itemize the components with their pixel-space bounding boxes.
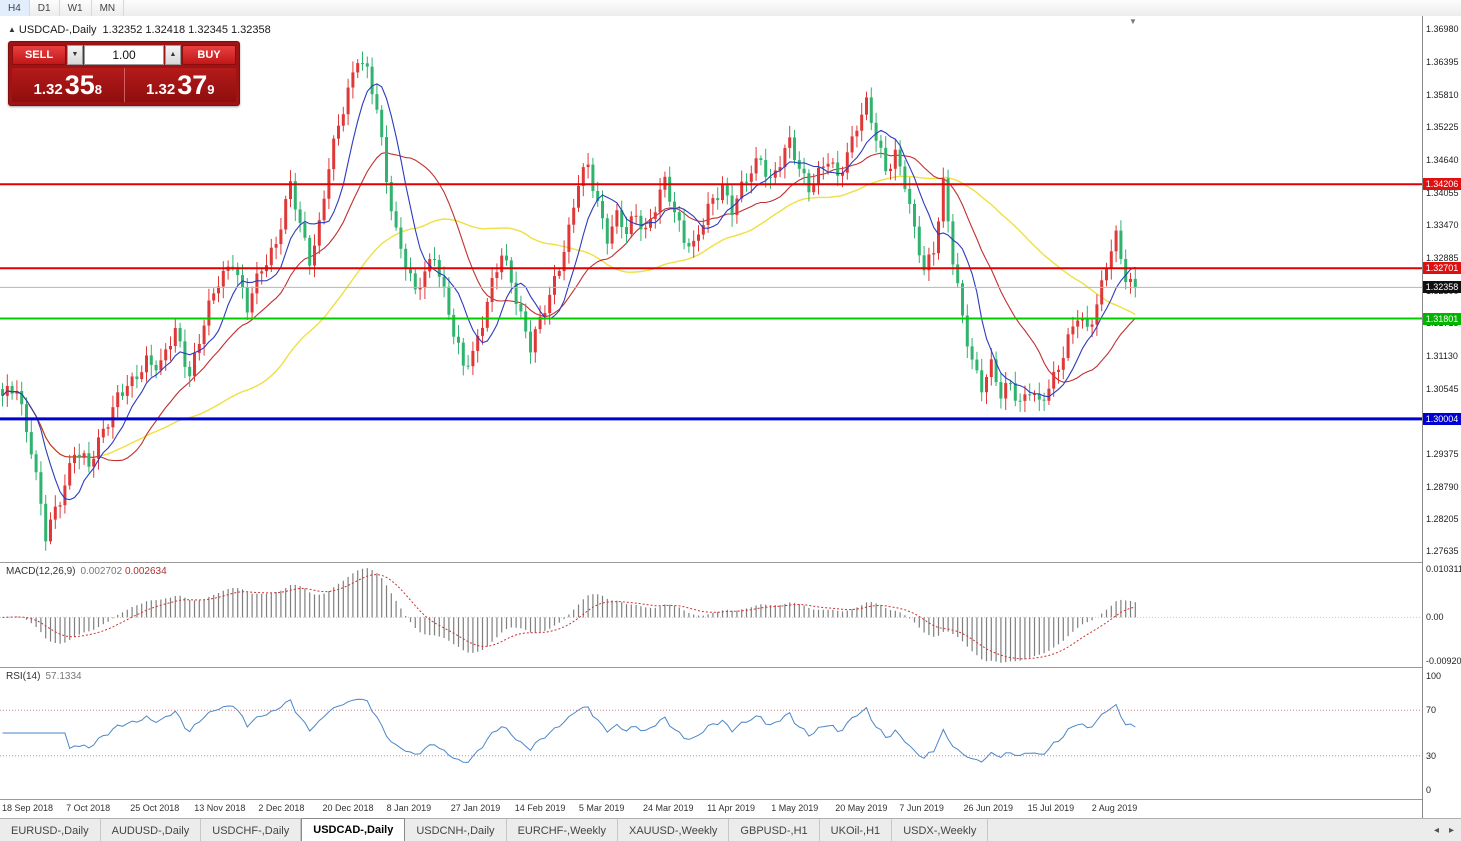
price-tag: 1.31801 (1423, 312, 1461, 325)
date-label: 13 Nov 2018 (194, 803, 246, 813)
date-label: 7 Jun 2019 (899, 803, 944, 813)
rsi-chart-canvas[interactable] (0, 668, 1422, 798)
date-label: 2 Aug 2019 (1091, 803, 1138, 813)
price-label: 1.35225 (1426, 122, 1459, 133)
price-label: 1.34055 (1426, 187, 1459, 198)
price-axis: 1.36980 1.36395 1.35810 1.35225 1.34640 1.340… (1422, 16, 1461, 818)
tab-scroll-left-icon[interactable]: ◂ (1433, 825, 1439, 836)
price-label: 1.35810 (1426, 89, 1459, 100)
pane-separator[interactable] (0, 562, 1461, 563)
sell-button[interactable]: SELL (12, 45, 66, 65)
price-label: 1.33470 (1426, 220, 1459, 231)
buy-button[interactable]: BUY (182, 45, 236, 65)
timeframe-toolbar: H4 D1 W1 MN (0, 0, 1461, 17)
price-label: 70 (1426, 705, 1437, 716)
tab-scroll-controls: ◂ ▸ (1431, 819, 1461, 841)
buy-price-pips: 37 (177, 70, 208, 100)
buy-price-big: 1.32 (146, 81, 176, 98)
price-label: 1.34640 (1426, 155, 1459, 166)
sell-price-pips: 35 (64, 70, 95, 100)
macd-main-value: 0.002702 (80, 566, 123, 577)
date-label: 2 Dec 2018 (258, 803, 305, 813)
date-label: 7 Oct 2018 (66, 803, 111, 813)
date-label: 25 Oct 2018 (130, 803, 180, 813)
trade-panel-prices: 1.32 35 8 1.32 37 9 (12, 68, 236, 102)
price-label: 100 (1426, 671, 1442, 681)
price-label: 0 (1426, 785, 1432, 795)
volume-decrease-button[interactable]: ▼ (67, 45, 83, 65)
chart-tab-gbpusd[interactable]: GBPUSD-,H1 (729, 819, 820, 841)
chart-tab-ukoil[interactable]: UKOil-,H1 (820, 819, 893, 841)
macd-chart-canvas[interactable] (0, 563, 1422, 667)
sell-price-pipette: 8 (94, 82, 102, 97)
macd-indicator-label: MACD(12,26,9) 0.002702 0.002634 (6, 566, 167, 577)
price-tag: 1.32358 (1423, 281, 1461, 294)
chart-title: ▲ USDCAD-,Daily 1.32352 1.32418 1.32345 1.… (8, 24, 271, 36)
date-label: 24 Mar 2019 (643, 803, 694, 813)
price-label: 30 (1426, 750, 1437, 761)
price-label: 1.36395 (1426, 57, 1459, 68)
chart-tab-audusd[interactable]: AUDUSD-,Daily (101, 819, 202, 841)
pane-separator[interactable] (0, 667, 1461, 668)
rsi-value: 57.1334 (45, 671, 82, 682)
date-label: 26 Jun 2019 (963, 803, 1014, 813)
timeframe-button-h4[interactable]: H4 (0, 0, 30, 16)
price-label: 0.010311 (1426, 563, 1461, 574)
price-label: 1.30545 (1426, 383, 1459, 394)
chart-ohlc-values: 1.32352 1.32418 1.32345 1.32358 (102, 24, 271, 36)
chart-tab-eurusd[interactable]: EURUSD-,Daily (0, 819, 101, 841)
chart-marker-icon: ▲ (8, 25, 16, 34)
timeframe-button-mn[interactable]: MN (92, 0, 125, 16)
date-axis: 18 Sep 2018 7 Oct 2018 25 Oct 2018 13 Nov 2… (0, 799, 1422, 819)
date-label: 27 Jan 2019 (450, 803, 501, 813)
sell-price-big: 1.32 (33, 81, 63, 98)
date-label: 5 Mar 2019 (578, 803, 625, 813)
rsi-indicator-label: RSI(14) 57.1334 (6, 671, 82, 682)
price-label: 1.29375 (1426, 448, 1459, 459)
date-label: 20 Dec 2018 (322, 803, 374, 813)
timeframe-button-w1[interactable]: W1 (60, 0, 92, 16)
price-tag: 1.32701 (1423, 262, 1461, 275)
volume-input[interactable] (84, 45, 164, 65)
date-label: 14 Feb 2019 (514, 803, 566, 813)
price-label: 1.31130 (1426, 350, 1458, 361)
date-label: 1 May 2019 (771, 803, 819, 813)
buy-price-button[interactable]: 1.32 37 9 (124, 68, 236, 102)
chart-tab-usdx[interactable]: USDX-,Weekly (892, 819, 989, 841)
date-label: 8 Jan 2019 (386, 803, 432, 813)
chart-tab-usdchf[interactable]: USDCHF-,Daily (201, 819, 302, 841)
chart-tab-eurchf[interactable]: EURCHF-,Weekly (507, 819, 618, 841)
chart-shift-marker-icon: ▼ (1129, 17, 1137, 26)
date-label: 11 Apr 2019 (707, 803, 755, 813)
price-tag: 1.30004 (1423, 412, 1461, 425)
price-tag: 1.34206 (1423, 178, 1461, 191)
chart-symbol-label: USDCAD-,Daily (18, 24, 97, 36)
price-label: 1.28790 (1426, 481, 1459, 492)
date-label: 15 Jul 2019 (1027, 803, 1075, 813)
price-label: 1.36980 (1426, 24, 1459, 35)
price-label: 1.27635 (1426, 546, 1459, 557)
chart-tab-bar: EURUSD-,Daily AUDUSD-,Daily USDCHF-,Dail… (0, 818, 1461, 841)
main-chart-canvas[interactable] (0, 16, 1422, 562)
date-label: 20 May 2019 (835, 803, 888, 813)
price-label: 0.00 (1426, 612, 1444, 623)
tab-scroll-right-icon[interactable]: ▸ (1448, 825, 1454, 836)
price-label: 1.32885 (1426, 253, 1459, 263)
chart-tab-xauusd[interactable]: XAUUSD-,Weekly (618, 819, 730, 841)
price-label: -0.00920 (1426, 655, 1461, 666)
price-label: 1.28205 (1426, 514, 1459, 525)
trade-panel-controls: SELL ▼ ▲ BUY (12, 45, 236, 65)
date-label: 18 Sep 2018 (2, 803, 54, 813)
chart-tab-usdcad[interactable]: USDCAD-,Daily (301, 818, 406, 841)
buy-price-pipette: 9 (207, 82, 215, 97)
chart-tab-usdcnh[interactable]: USDCNH-,Daily (405, 819, 507, 841)
sell-price-button[interactable]: 1.32 35 8 (12, 68, 125, 102)
timeframe-button-d1[interactable]: D1 (30, 0, 60, 16)
macd-signal-value: 0.002634 (124, 566, 167, 577)
volume-increase-button[interactable]: ▲ (165, 45, 181, 65)
